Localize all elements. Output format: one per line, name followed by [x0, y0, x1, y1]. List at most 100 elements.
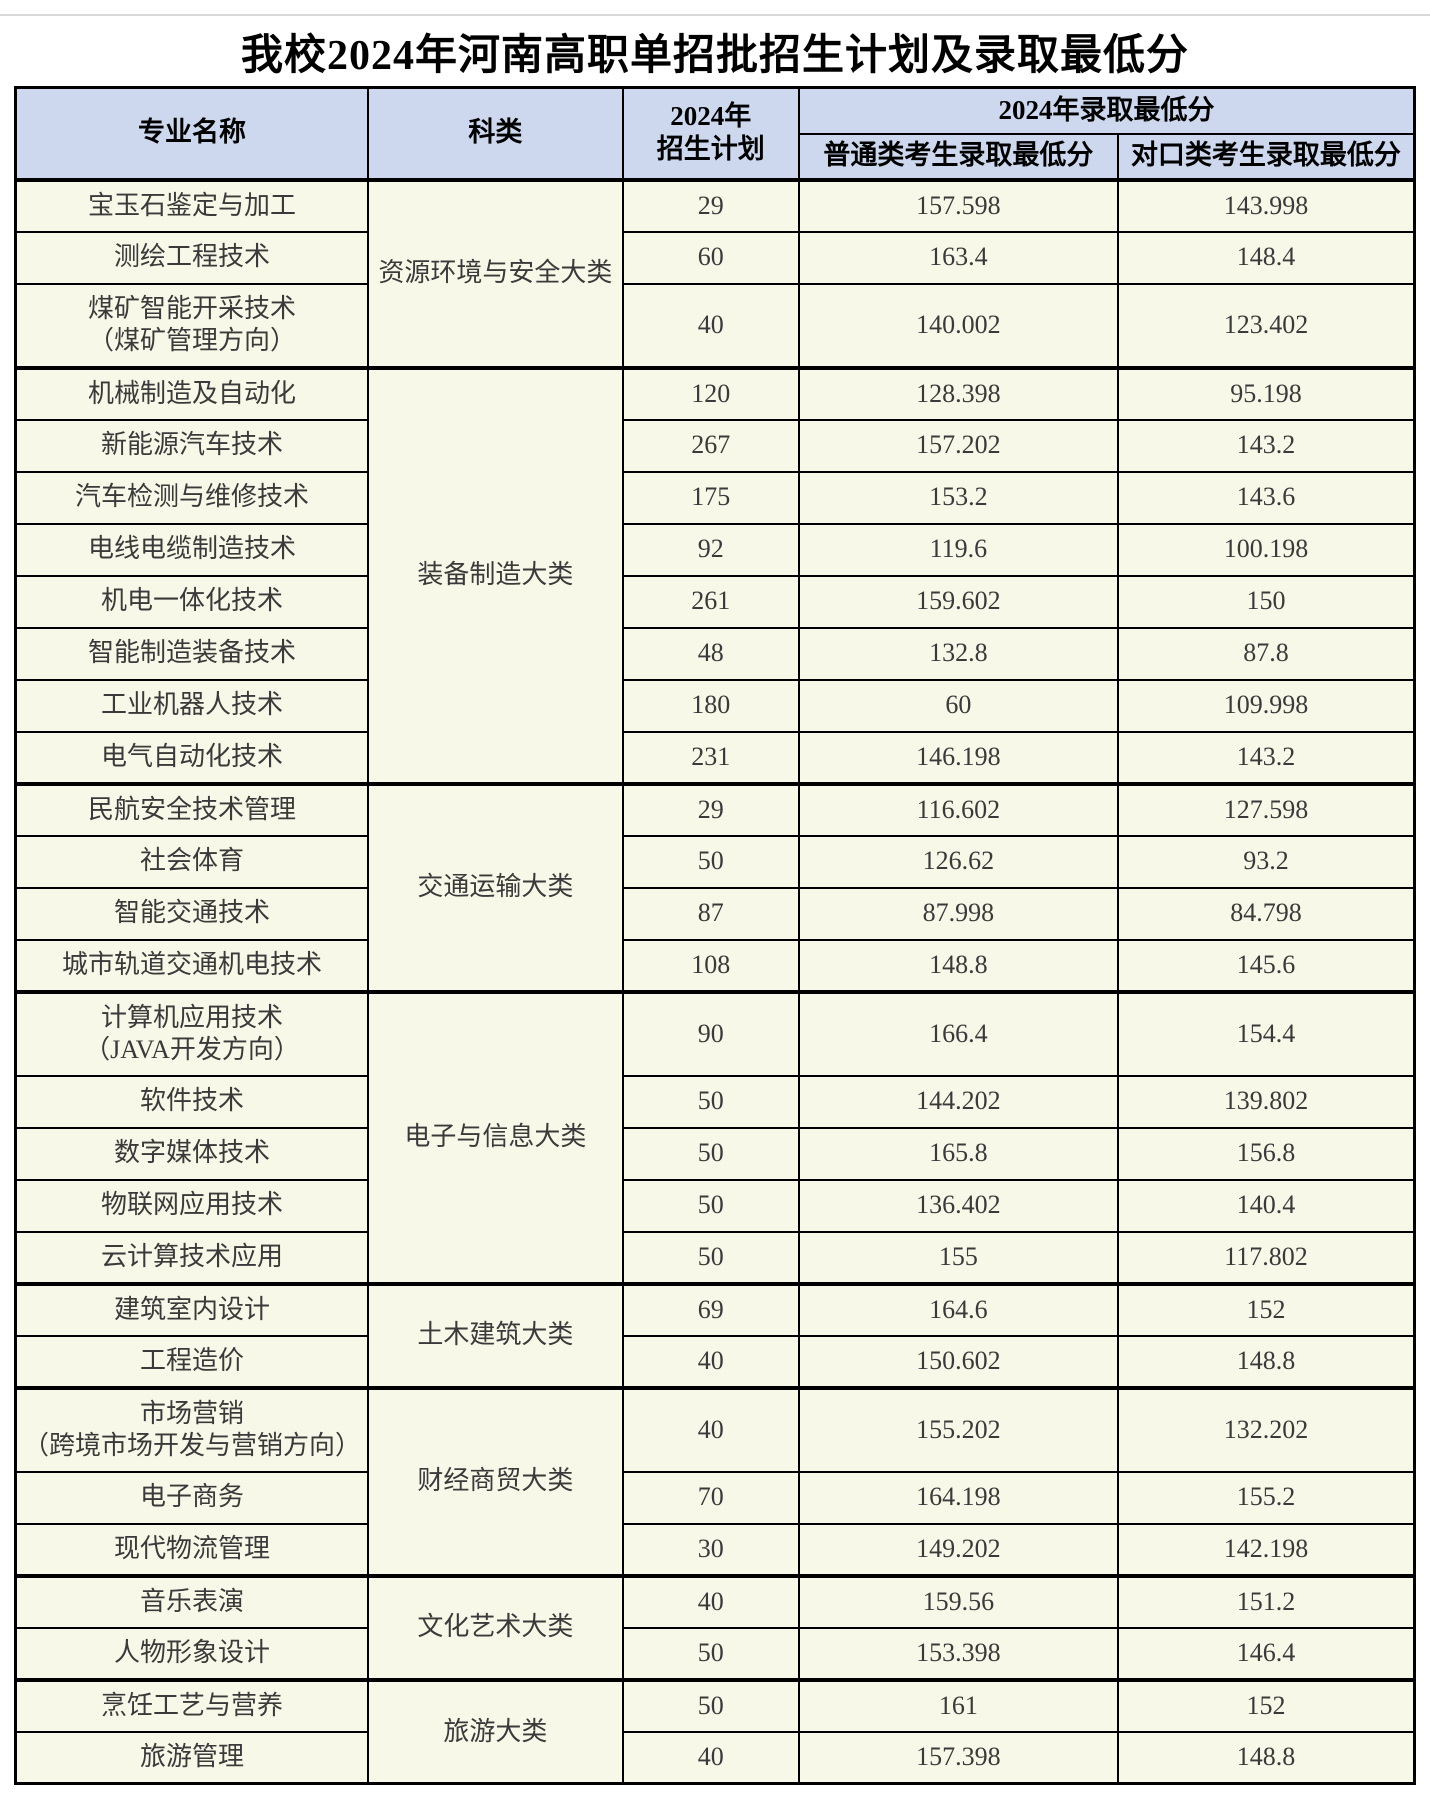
major-cell: 人物形象设计 — [14, 1626, 370, 1681]
plan-cell: 108 — [621, 938, 800, 993]
counterpart-score-cell: 156.8 — [1116, 1126, 1416, 1181]
plan-cell: 50 — [621, 1626, 800, 1681]
table-row: 物联网应用技术 50 136.402 140.4 — [14, 1178, 1416, 1233]
major-cell: 机械制造及自动化 — [14, 365, 370, 421]
major-cell: 汽车检测与维修技术 — [14, 470, 370, 525]
major-cell: 民航安全技术管理 — [14, 781, 370, 837]
major-cell: 工程造价 — [14, 1334, 370, 1389]
plan-cell: 267 — [621, 418, 800, 473]
table-row: 软件技术 50 144.202 139.802 — [14, 1074, 1416, 1129]
table-row: 民航安全技术管理 交通运输大类 29 116.602 127.598 — [14, 781, 1416, 993]
category-cell: 财经商贸大类 — [367, 1385, 624, 1577]
table-row: 工程造价 40 150.602 148.8 — [14, 1334, 1416, 1389]
general-score-cell: 163.4 — [797, 230, 1119, 285]
major-cell: 煤矿智能开采技术 （煤矿管理方向） — [14, 282, 370, 369]
table-row: 云计算技术应用 50 155 117.802 — [14, 1230, 1416, 1285]
table-row: 测绘工程技术 60 163.4 148.4 — [14, 230, 1416, 285]
general-score-cell: 153.2 — [797, 470, 1119, 525]
counterpart-score-cell: 84.798 — [1116, 886, 1416, 941]
plan-cell: 29 — [621, 781, 800, 837]
category-cell: 装备制造大类 — [367, 365, 624, 785]
major-cell: 音乐表演 — [14, 1573, 370, 1629]
general-score-cell: 87.998 — [797, 886, 1119, 941]
plan-cell: 40 — [621, 282, 800, 369]
counterpart-score-cell: 109.998 — [1116, 678, 1416, 733]
counterpart-score-cell: 140.4 — [1116, 1178, 1416, 1233]
counterpart-score-cell: 148.8 — [1116, 1730, 1416, 1785]
major-cell: 数字媒体技术 — [14, 1126, 370, 1181]
general-score-cell: 157.398 — [797, 1730, 1119, 1785]
general-score-cell: 132.8 — [797, 626, 1119, 681]
plan-cell: 50 — [621, 1178, 800, 1233]
page-title: 我校2024年河南高职单招批招生计划及录取最低分 — [240, 32, 1189, 79]
general-score-cell: 161 — [797, 1677, 1119, 1733]
table-row: 计算机应用技术 （JAVA开发方向） 电子与信息大类 90 166.4 154.… — [14, 989, 1416, 1285]
general-score-cell: 136.402 — [797, 1178, 1119, 1233]
counterpart-score-cell: 123.402 — [1116, 282, 1416, 369]
table-row: 机械制造及自动化 装备制造大类 120 128.398 95.198 — [14, 365, 1416, 785]
general-score-cell: 128.398 — [797, 365, 1119, 421]
plan-cell: 70 — [621, 1470, 800, 1525]
col-header-counterpart-score: 对口类考生录取最低分 — [1116, 132, 1416, 182]
plan-cell: 90 — [621, 989, 800, 1077]
page-top-divider — [0, 14, 1430, 16]
plan-cell: 50 — [621, 1230, 800, 1285]
major-cell: 软件技术 — [14, 1074, 370, 1129]
table-row: 烹饪工艺与营养 旅游大类 50 161 152 — [14, 1677, 1416, 1785]
table-row: 宝玉石鉴定与加工 资源环境与安全大类 29 157.598 143.998 — [14, 177, 1416, 369]
general-score-cell: 155 — [797, 1230, 1119, 1285]
counterpart-score-cell: 142.198 — [1116, 1522, 1416, 1577]
table-row: 电线电缆制造技术 92 119.6 100.198 — [14, 522, 1416, 577]
general-score-cell: 149.202 — [797, 1522, 1119, 1577]
general-score-cell: 159.56 — [797, 1573, 1119, 1629]
plan-cell: 50 — [621, 834, 800, 889]
major-cell: 机电一体化技术 — [14, 574, 370, 629]
table-header: 专业名称 科类 2024年 招生计划 2024年录取最低分 普通类考生录取最低分… — [14, 86, 1416, 182]
table-row: 市场营销 （跨境市场开发与营销方向） 财经商贸大类 40 155.202 132… — [14, 1385, 1416, 1577]
major-cell: 测绘工程技术 — [14, 230, 370, 285]
plan-cell: 50 — [621, 1074, 800, 1129]
major-cell: 建筑室内设计 — [14, 1281, 370, 1337]
col-header-major: 专业名称 — [14, 86, 370, 181]
plan-cell: 180 — [621, 678, 800, 733]
counterpart-score-cell: 154.4 — [1116, 989, 1416, 1077]
counterpart-score-cell: 148.4 — [1116, 230, 1416, 285]
plan-cell: 261 — [621, 574, 800, 629]
table-row: 旅游管理 40 157.398 148.8 — [14, 1730, 1416, 1785]
header-row-1: 专业名称 科类 2024年 招生计划 2024年录取最低分 — [14, 86, 1416, 181]
table-row: 机电一体化技术 261 159.602 150 — [14, 574, 1416, 629]
table-row: 建筑室内设计 土木建筑大类 69 164.6 152 — [14, 1281, 1416, 1389]
general-score-cell: 116.602 — [797, 781, 1119, 837]
table-row: 社会体育 50 126.62 93.2 — [14, 834, 1416, 889]
major-cell: 云计算技术应用 — [14, 1230, 370, 1285]
counterpart-score-cell: 143.2 — [1116, 418, 1416, 473]
general-score-cell: 60 — [797, 678, 1119, 733]
header-row-2: 普通类考生录取最低分 对口类考生录取最低分 — [16, 132, 1416, 182]
table-row: 现代物流管理 30 149.202 142.198 — [14, 1522, 1416, 1577]
major-cell: 电线电缆制造技术 — [14, 522, 370, 577]
general-score-cell: 165.8 — [797, 1126, 1119, 1181]
counterpart-score-cell: 87.8 — [1116, 626, 1416, 681]
table-row: 新能源汽车技术 267 157.202 143.2 — [14, 418, 1416, 473]
category-cell: 交通运输大类 — [367, 781, 624, 993]
plan-cell: 50 — [621, 1126, 800, 1181]
major-cell: 现代物流管理 — [14, 1522, 370, 1577]
table-row: 电子商务 70 164.198 155.2 — [14, 1470, 1416, 1525]
plan-cell: 30 — [621, 1522, 800, 1577]
counterpart-score-cell: 143.998 — [1116, 177, 1416, 233]
general-score-cell: 140.002 — [797, 282, 1119, 369]
major-cell: 电子商务 — [14, 1470, 370, 1525]
plan-cell: 29 — [621, 177, 800, 233]
major-cell: 宝玉石鉴定与加工 — [14, 177, 370, 233]
general-score-cell: 155.202 — [797, 1385, 1119, 1473]
general-score-cell: 166.4 — [797, 989, 1119, 1077]
general-score-cell: 159.602 — [797, 574, 1119, 629]
counterpart-score-cell: 95.198 — [1116, 365, 1416, 421]
plan-cell: 40 — [621, 1334, 800, 1389]
counterpart-score-cell: 143.6 — [1116, 470, 1416, 525]
major-cell: 旅游管理 — [14, 1730, 370, 1785]
category-cell: 旅游大类 — [367, 1677, 624, 1785]
major-cell: 物联网应用技术 — [14, 1178, 370, 1233]
table-row: 工业机器人技术 180 60 109.998 — [14, 678, 1416, 733]
col-header-category: 科类 — [367, 86, 624, 181]
